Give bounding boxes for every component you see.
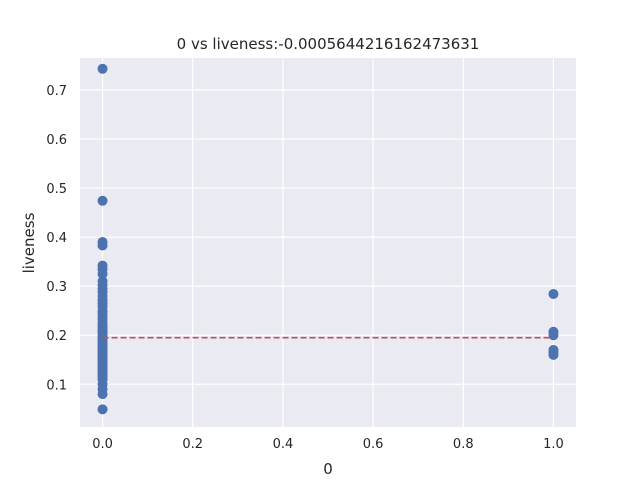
data-points — [97, 63, 559, 415]
x-tick-label: 0.0 — [92, 437, 113, 452]
y-tick-label: 0.1 — [46, 378, 67, 393]
y-axis-label: liveness — [20, 212, 38, 273]
plot-background — [80, 58, 576, 427]
data-point — [548, 289, 559, 300]
x-tick-label: 0.8 — [453, 437, 474, 452]
data-point — [548, 349, 559, 360]
x-tick-label: 0.2 — [182, 437, 203, 452]
x-tick-label: 0.6 — [363, 437, 384, 452]
data-point — [97, 404, 108, 415]
y-tick-label: 0.3 — [46, 280, 67, 295]
data-point — [548, 330, 559, 341]
y-tick-label: 0.7 — [46, 84, 67, 99]
data-point — [97, 389, 108, 400]
y-tick-label: 0.5 — [46, 182, 67, 197]
data-point — [97, 63, 108, 74]
x-axis-label: 0 — [323, 460, 333, 478]
x-tick-labels: 0.0 0.2 0.4 0.6 0.8 1.0 — [92, 437, 564, 452]
data-point — [97, 268, 108, 279]
y-tick-label: 0.6 — [46, 133, 67, 148]
y-tick-label: 0.4 — [46, 231, 67, 246]
chart-title: 0 vs liveness:-0.0005644216162473631 — [177, 35, 480, 53]
y-tick-label: 0.2 — [46, 329, 67, 344]
x-tick-label: 0.4 — [273, 437, 294, 452]
data-point — [97, 195, 108, 206]
grid-lines — [80, 58, 576, 427]
data-point — [97, 240, 108, 251]
y-tick-labels: 0.1 0.2 0.3 0.4 0.5 0.6 0.7 — [46, 84, 67, 393]
x-tick-label: 1.0 — [543, 437, 564, 452]
